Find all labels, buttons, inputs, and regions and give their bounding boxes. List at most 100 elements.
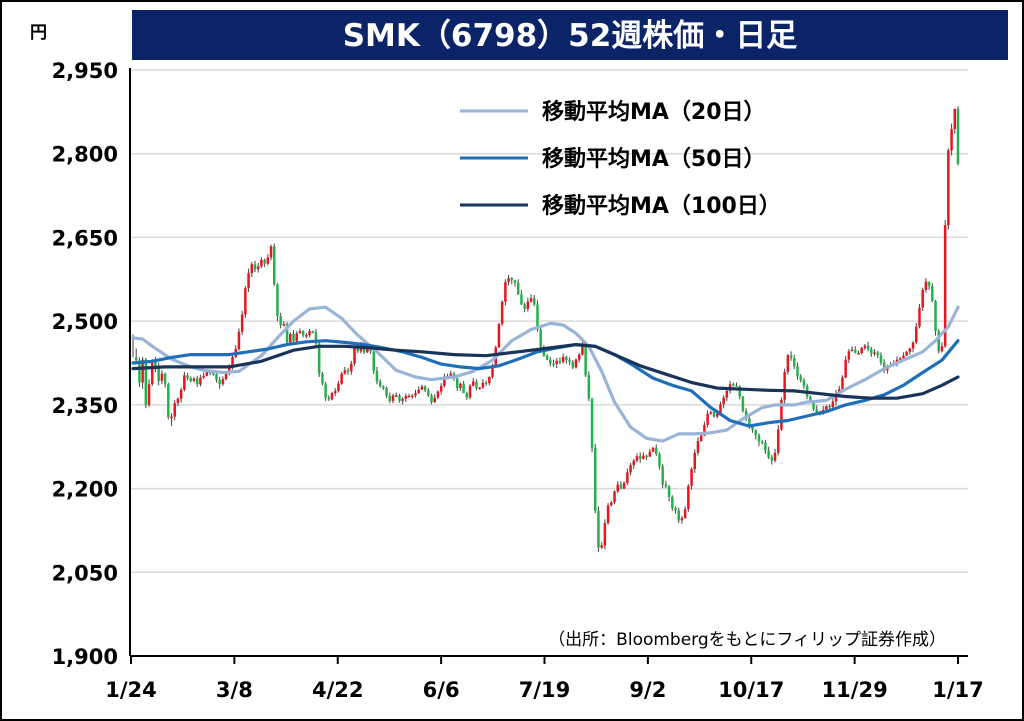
candle-body <box>712 412 716 417</box>
candle-body <box>439 385 443 392</box>
candle-body <box>703 424 706 436</box>
candle-body <box>793 357 796 367</box>
candle-body <box>638 456 642 459</box>
candle-body <box>317 343 321 374</box>
candle-body <box>555 360 558 365</box>
candle-body <box>683 509 687 519</box>
candle-body <box>876 352 879 356</box>
candle-body <box>722 397 725 405</box>
candle-body <box>189 378 193 381</box>
candle-body <box>773 452 777 461</box>
candle-body <box>321 373 324 384</box>
candle-body <box>141 359 144 383</box>
candle-body <box>626 472 629 483</box>
candle-body <box>735 385 738 387</box>
candle-body <box>715 413 719 417</box>
x-tick-label: 7/19 <box>519 678 571 702</box>
candle-body <box>860 347 863 353</box>
candle-body <box>256 266 260 270</box>
x-tick-label: 9/2 <box>629 678 666 702</box>
candle-body <box>372 351 376 371</box>
candle-body <box>411 395 414 397</box>
candle-body <box>529 298 533 302</box>
candle-body <box>706 413 709 425</box>
candle-body <box>667 486 671 497</box>
candle-body <box>221 379 225 385</box>
candle-body <box>417 389 420 394</box>
candle-body <box>237 331 241 350</box>
candle-body <box>866 345 870 350</box>
candle-body <box>157 366 160 381</box>
x-tick-labels: 1/24 3/8 4/22 6/6 7/19 9/2 10/17 11/29 1/17 <box>105 656 984 702</box>
candle-body <box>481 382 485 388</box>
candle-body <box>645 455 648 458</box>
candle-body <box>186 375 189 379</box>
candle-body <box>616 484 619 492</box>
candle-body <box>834 393 838 402</box>
y-tick-label: 2,950 <box>52 59 118 83</box>
legend-label-ma100: 移動平均MA（100日） <box>542 193 781 219</box>
candle-body <box>272 246 276 285</box>
candle-body <box>266 257 270 264</box>
candle-body <box>378 381 382 387</box>
candle-body <box>430 395 433 403</box>
candle-body <box>391 395 395 401</box>
candle-body <box>786 355 790 372</box>
candle-body <box>224 373 228 380</box>
source-note: （出所：Bloombergをもとにフィリップ証券作成） <box>548 630 946 650</box>
y-tick-label: 2,800 <box>52 143 118 167</box>
candle-body <box>931 285 934 302</box>
candle-body <box>510 278 514 280</box>
candle-body <box>375 370 379 382</box>
candle-body <box>462 383 465 394</box>
candle-body <box>468 385 472 398</box>
candle-body <box>465 393 469 398</box>
candle-body <box>828 405 831 408</box>
candle-body <box>799 376 802 381</box>
candle-body <box>629 465 632 473</box>
candle-body <box>218 379 221 385</box>
candle-body <box>176 398 180 404</box>
candle-body <box>882 362 886 371</box>
candle-body <box>619 484 623 489</box>
candle-body <box>340 373 343 384</box>
candle-body <box>902 355 905 358</box>
candle-body <box>764 442 767 451</box>
candle-body <box>863 345 867 348</box>
candle-body <box>308 331 311 336</box>
chart-title: SMK（6798）52週株価・日足 <box>343 18 798 54</box>
candle-body <box>343 370 347 374</box>
y-tick-label: 2,350 <box>52 394 118 418</box>
candle-body <box>937 331 940 352</box>
candle-body <box>160 373 164 381</box>
candle-body <box>526 301 530 309</box>
candle-body <box>472 381 475 386</box>
candle-body <box>632 460 636 466</box>
candle-body <box>167 384 170 418</box>
candle-body <box>401 398 404 401</box>
x-tick-label: 10/17 <box>718 678 784 702</box>
candle-body <box>873 352 876 354</box>
candle-body <box>305 335 308 337</box>
candle-body <box>443 376 446 386</box>
candle-body <box>523 304 526 309</box>
candle-body <box>520 294 523 305</box>
candle-body <box>600 545 603 548</box>
candle-body <box>504 282 507 302</box>
y-tick-label: 1,900 <box>52 645 118 669</box>
candle-body <box>956 109 960 164</box>
candle-body <box>953 109 957 130</box>
candle-body <box>138 360 141 383</box>
candle-body <box>719 404 722 414</box>
candle-body <box>449 373 453 376</box>
candle-body <box>671 496 674 509</box>
candle-body <box>353 346 356 364</box>
ma50-line <box>131 339 960 428</box>
candle-body <box>385 388 388 396</box>
candle-body <box>151 360 154 385</box>
candle-body <box>263 259 266 264</box>
candle-body <box>147 384 151 405</box>
candle-body <box>533 298 536 305</box>
candle-body <box>574 359 578 368</box>
